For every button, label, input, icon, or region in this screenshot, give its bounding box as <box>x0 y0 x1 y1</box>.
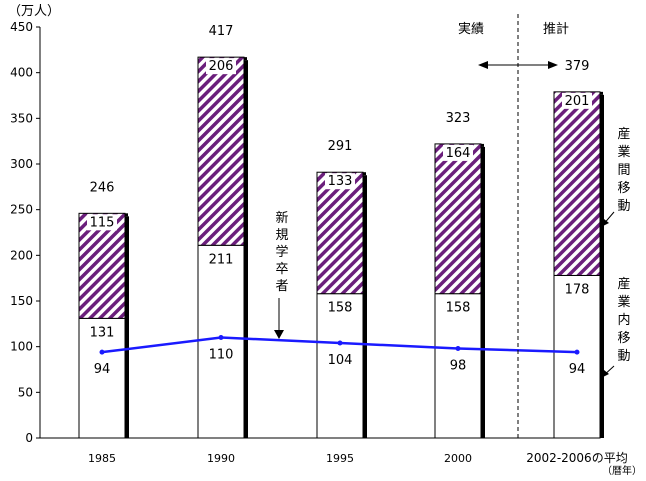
inter-industry-label: 産業間移動 <box>617 126 630 214</box>
new-graduates-value-label: 94 <box>94 362 111 377</box>
y-tick-label: 300 <box>10 157 33 171</box>
new-graduates-value-label: 110 <box>209 348 234 363</box>
intra-value-label: 158 <box>446 301 471 316</box>
inter-label-char: 移 <box>617 181 630 196</box>
inter-label-char: 産 <box>617 126 630 142</box>
bar-shadow <box>600 94 604 438</box>
y-tick-label: 0 <box>25 431 33 445</box>
intra-label-char: 移 <box>617 331 630 346</box>
total-value-label: 246 <box>90 180 115 195</box>
y-tick-label: 400 <box>10 66 33 80</box>
inter-value-box <box>562 92 592 109</box>
bar-shadow <box>363 175 367 438</box>
x-tick-label: 1995 <box>326 452 354 465</box>
intra-label-char: 内 <box>617 312 630 328</box>
new-graduates-pointer-head <box>274 330 284 339</box>
inter-label-char: 間 <box>617 163 630 178</box>
new-graduates-value-label: 98 <box>450 358 467 373</box>
new-graduates-point <box>337 340 343 346</box>
intra-value-label: 211 <box>209 252 234 267</box>
bar-shadow <box>244 60 248 438</box>
grad-label-char: 新 <box>275 210 288 226</box>
inter-label-char: 動 <box>617 199 630 214</box>
inter-value-label: 164 <box>446 146 471 161</box>
inter-label-char: 業 <box>617 144 630 160</box>
bar-intra-industry <box>553 274 601 439</box>
x-tick-label: 2002-2006の平均 <box>526 451 627 465</box>
inter-value-label: 115 <box>90 215 115 230</box>
inter-value-box <box>87 214 117 231</box>
x-unit-label: （暦年） <box>602 464 642 477</box>
intra-label-char: 産 <box>617 276 630 292</box>
new-graduates-point <box>218 335 224 341</box>
x-axis: 1985 1990 1995 2000 2002-2006の平均 <box>40 437 628 465</box>
inter-value-label: 201 <box>565 94 590 109</box>
intra-industry-pointer-head <box>601 370 609 378</box>
new-graduates-point <box>574 349 580 355</box>
bars: 115 131 246 206 211 417 133 158 291 164 158 323 201 1… <box>78 24 604 439</box>
grad-label-char: 者 <box>275 279 288 294</box>
inter-value-box <box>443 144 473 161</box>
y-unit-label: （万人） <box>8 4 60 19</box>
inter-value-label: 133 <box>328 174 353 189</box>
bar-inter-industry <box>553 91 601 276</box>
y-axis: 0 50 100 150 200 250 300 350 400 450 <box>10 20 41 445</box>
grad-label-char: 卒 <box>275 262 288 277</box>
total-value-label: 323 <box>446 111 471 126</box>
bar-intra-industry <box>316 293 364 439</box>
x-tick-label: 2000 <box>444 452 472 465</box>
new-graduates-value-label: 94 <box>569 362 586 377</box>
total-value-label: 379 <box>565 59 590 74</box>
bar-inter-industry <box>197 56 245 246</box>
inter-value-box <box>206 58 236 75</box>
y-tick-label: 100 <box>10 340 33 354</box>
bar-intra-industry <box>78 317 126 439</box>
estimate-label: 推計 <box>543 21 569 37</box>
intra-label-char: 業 <box>617 294 630 310</box>
period-arrow <box>478 61 558 69</box>
y-tick-label: 350 <box>10 111 33 125</box>
bar-shadow <box>125 216 129 438</box>
y-tick-label: 200 <box>10 248 33 262</box>
bar-intra-industry <box>197 244 245 439</box>
inter-value-box <box>325 173 355 190</box>
line-layer: 94 110 104 98 94 <box>94 335 586 377</box>
bar-inter-industry <box>316 171 364 295</box>
intra-label-char: 動 <box>617 349 630 364</box>
new-graduates-point <box>455 345 461 351</box>
x-tick-label: 1985 <box>88 452 116 465</box>
intra-industry-label: 産業内移動 <box>617 276 630 364</box>
intra-value-label: 131 <box>90 325 115 340</box>
total-value-label: 417 <box>209 24 234 39</box>
grad-label-char: 規 <box>275 228 288 243</box>
total-value-label: 291 <box>328 139 353 154</box>
x-tick-label: 1990 <box>207 452 235 465</box>
grad-label-char: 学 <box>275 244 288 260</box>
new-graduates-point <box>99 349 105 355</box>
y-tick-label: 450 <box>10 20 33 34</box>
actual-label: 実績 <box>458 21 484 37</box>
inter-industry-pointer-head <box>601 219 609 227</box>
y-tick-label: 50 <box>18 385 33 399</box>
bar-shadow <box>481 146 485 438</box>
new-graduates-label: 新規学卒者 <box>275 210 288 294</box>
intra-value-label: 158 <box>328 301 353 316</box>
y-tick-label: 150 <box>10 294 33 308</box>
intra-value-label: 178 <box>565 282 590 297</box>
bar-intra-industry <box>434 293 482 439</box>
bar-inter-industry <box>434 143 482 295</box>
new-graduates-value-label: 104 <box>328 353 353 368</box>
y-tick-label: 250 <box>10 203 33 217</box>
bar-inter-industry <box>78 212 126 319</box>
inter-value-label: 206 <box>209 59 234 74</box>
